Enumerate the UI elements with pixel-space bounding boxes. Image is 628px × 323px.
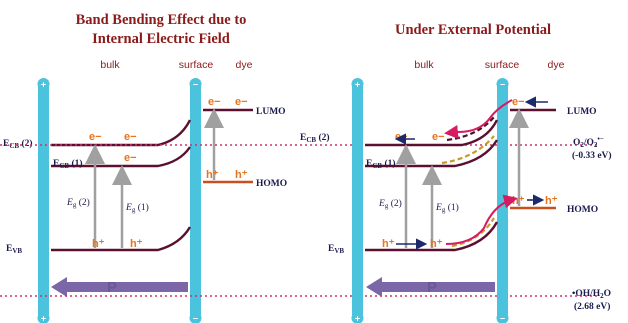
left-electron-lumo-b: e− bbox=[235, 96, 248, 108]
left-polarization-label: P bbox=[107, 279, 117, 296]
right-hole-homo-a: h⁺ bbox=[512, 195, 525, 207]
left-label-eg1: Eg (1) bbox=[125, 202, 149, 214]
right-evb-band bbox=[365, 221, 499, 252]
right-header-dye: dye bbox=[548, 59, 565, 71]
plus-sign-icon: + bbox=[355, 80, 360, 90]
left-label-ecb1: ECB (1) bbox=[53, 158, 83, 170]
right-electron-ecb2-a: e− bbox=[395, 131, 408, 143]
right-label-ecb1: ECB (1) bbox=[366, 158, 396, 170]
plus-sign-icon: + bbox=[41, 314, 46, 323]
o2-redox-potential: (-0.33 eV) bbox=[572, 150, 612, 161]
left-header-surface: surface bbox=[179, 59, 214, 71]
left-label-homo: HOMO bbox=[256, 179, 287, 189]
left-label-lumo: LUMO bbox=[256, 107, 286, 117]
right-label-eg2: Eg (2) bbox=[378, 198, 402, 210]
left-electrode-left bbox=[38, 86, 49, 316]
left-electron-ecb1: e− bbox=[124, 152, 137, 164]
left-electrode-left-bottom-terminal bbox=[37, 312, 50, 323]
left-hole-homo-a: h⁺ bbox=[206, 169, 219, 181]
minus-sign-icon: − bbox=[500, 314, 505, 323]
right-label-homo: HOMO bbox=[567, 205, 598, 215]
right-electron-lumo: e− bbox=[512, 96, 525, 108]
right-electron-ecb2-b: e− bbox=[432, 131, 445, 143]
left-electrode-right bbox=[190, 86, 201, 316]
right-electrode-left-bottom-terminal bbox=[351, 312, 364, 323]
plus-sign-icon: + bbox=[41, 80, 46, 90]
left-electrode-right-top-terminal bbox=[189, 78, 202, 90]
left-electron-ecb2-a: e− bbox=[89, 131, 102, 143]
right-electrode-right-bottom-terminal bbox=[496, 312, 509, 323]
right-header-surface: surface bbox=[485, 59, 520, 71]
right-polarization-arrow bbox=[366, 277, 495, 297]
right-electrode-right-top-terminal bbox=[496, 78, 509, 90]
left-electron-lumo-a: e− bbox=[208, 96, 221, 108]
minus-sign-icon: − bbox=[193, 314, 198, 323]
minus-sign-icon: − bbox=[500, 80, 505, 90]
left-electrode-right-bottom-terminal bbox=[189, 312, 202, 323]
left-title-line2: Internal Electric Field bbox=[92, 31, 230, 47]
right-electrode-right bbox=[497, 86, 508, 316]
left-label-eg2: Eg (2) bbox=[66, 197, 90, 209]
left-header-dye: dye bbox=[236, 59, 253, 71]
right-label-ecb2: ECB (2) bbox=[300, 132, 330, 144]
right-electrode-left-top-terminal bbox=[351, 78, 364, 90]
right-ecb2-shift-dashed bbox=[446, 116, 495, 142]
oh-redox-potential: (2.68 eV) bbox=[574, 301, 610, 312]
right-label-evb: EVB bbox=[328, 244, 344, 255]
oh-redox-label: •OH/H2O bbox=[572, 289, 611, 300]
right-hole-evb-a: h⁺ bbox=[382, 238, 395, 250]
left-title-line1: Band Bending Effect due to bbox=[76, 12, 247, 28]
left-ecb2-band bbox=[51, 119, 192, 147]
left-electron-ecb2-b: e− bbox=[124, 131, 137, 143]
left-polarization-arrow bbox=[51, 277, 188, 297]
left-header-bulk: bulk bbox=[100, 59, 120, 71]
right-hole-transfer-curve-arrow bbox=[445, 194, 518, 245]
right-hole-homo-b: h⁺ bbox=[545, 195, 558, 207]
left-hole-evb-b: h⁺ bbox=[130, 238, 143, 250]
right-ecb2-band bbox=[365, 119, 499, 147]
minus-sign-icon: − bbox=[193, 80, 198, 90]
right-label-lumo: LUMO bbox=[567, 107, 597, 117]
right-ecb1-band bbox=[365, 139, 499, 168]
right-hole-evb-b: h⁺ bbox=[430, 238, 443, 250]
o2-redox-label: O2/O2•− bbox=[573, 135, 604, 149]
left-hole-homo-b: h⁺ bbox=[235, 169, 248, 181]
left-label-ecb2: ECB (2) bbox=[3, 138, 33, 150]
right-header-bulk: bulk bbox=[414, 59, 434, 71]
plus-sign-icon: + bbox=[355, 314, 360, 323]
left-hole-evb-a: h⁺ bbox=[92, 238, 105, 250]
right-electron-backflow-arrow bbox=[444, 99, 513, 139]
right-title: Under External Potential bbox=[395, 22, 551, 38]
left-electrode-left-top-terminal bbox=[37, 78, 50, 90]
left-evb-band bbox=[51, 226, 192, 252]
right-label-eg1: Eg (1) bbox=[435, 202, 459, 214]
left-label-evb: EVB bbox=[6, 244, 22, 255]
right-polarization-label: P bbox=[427, 279, 437, 296]
right-electrode-left bbox=[352, 86, 363, 316]
left-ecb1-band bbox=[51, 146, 191, 168]
